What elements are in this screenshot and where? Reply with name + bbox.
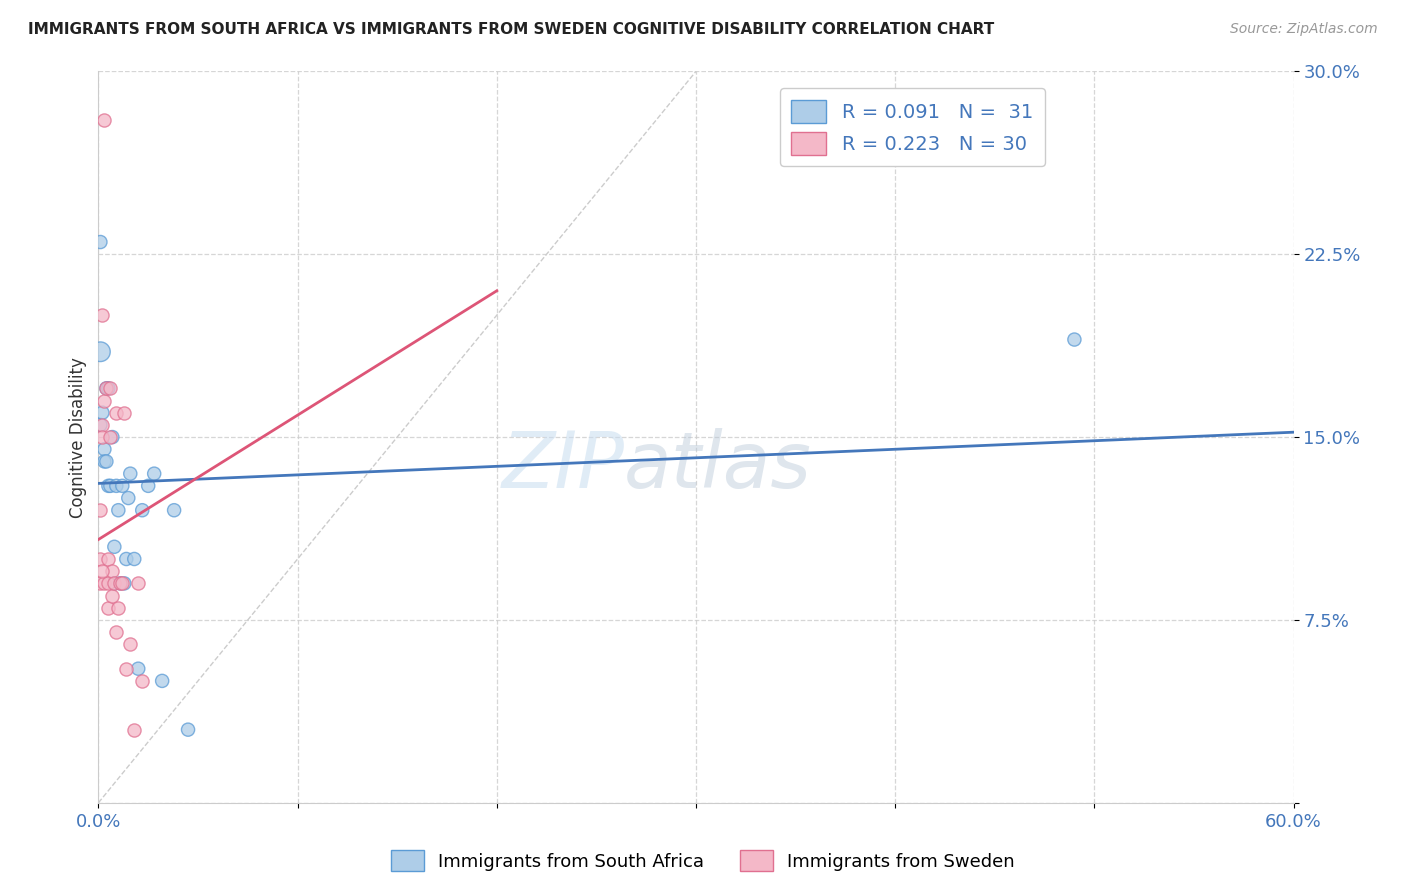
Point bbox=[131, 673, 153, 688]
Point bbox=[107, 503, 129, 517]
Point bbox=[136, 479, 159, 493]
Point bbox=[101, 564, 124, 578]
Point bbox=[93, 113, 115, 128]
Point bbox=[91, 308, 114, 322]
Point bbox=[103, 576, 125, 591]
Point bbox=[163, 503, 186, 517]
Y-axis label: Cognitive Disability: Cognitive Disability bbox=[69, 357, 87, 517]
Point bbox=[89, 417, 111, 432]
Point bbox=[115, 552, 138, 566]
Point bbox=[107, 600, 129, 615]
Point bbox=[110, 576, 132, 591]
Point bbox=[89, 344, 111, 359]
Point bbox=[89, 503, 111, 517]
Legend: Immigrants from South Africa, Immigrants from Sweden: Immigrants from South Africa, Immigrants… bbox=[384, 843, 1022, 879]
Legend: R = 0.091   N =  31, R = 0.223   N = 30: R = 0.091 N = 31, R = 0.223 N = 30 bbox=[780, 88, 1045, 167]
Point bbox=[143, 467, 166, 481]
Point bbox=[150, 673, 173, 688]
Point bbox=[96, 381, 118, 395]
Text: Source: ZipAtlas.com: Source: ZipAtlas.com bbox=[1230, 22, 1378, 37]
Point bbox=[101, 589, 124, 603]
Point bbox=[98, 430, 122, 444]
Point bbox=[112, 576, 135, 591]
Point bbox=[127, 576, 149, 591]
Point bbox=[124, 723, 146, 737]
Point bbox=[110, 576, 132, 591]
Text: IMMIGRANTS FROM SOUTH AFRICA VS IMMIGRANTS FROM SWEDEN COGNITIVE DISABILITY CORR: IMMIGRANTS FROM SOUTH AFRICA VS IMMIGRAN… bbox=[28, 22, 994, 37]
Point bbox=[98, 381, 122, 395]
Point bbox=[177, 723, 200, 737]
Point bbox=[91, 564, 114, 578]
Point bbox=[112, 406, 135, 420]
Point bbox=[111, 479, 134, 493]
Point bbox=[97, 552, 120, 566]
Text: ZIP: ZIP bbox=[502, 428, 624, 504]
Point bbox=[93, 454, 115, 468]
Point bbox=[98, 479, 122, 493]
Point bbox=[105, 406, 128, 420]
Point bbox=[103, 576, 125, 591]
Point bbox=[120, 467, 142, 481]
Point bbox=[101, 430, 124, 444]
Point bbox=[91, 417, 114, 432]
Text: atlas: atlas bbox=[624, 428, 813, 504]
Point bbox=[105, 625, 128, 640]
Point bbox=[97, 479, 120, 493]
Point bbox=[89, 235, 111, 249]
Point bbox=[93, 393, 115, 408]
Point bbox=[93, 576, 115, 591]
Point bbox=[117, 491, 139, 505]
Point bbox=[91, 406, 114, 420]
Point bbox=[111, 576, 134, 591]
Point bbox=[1063, 333, 1085, 347]
Point bbox=[97, 600, 120, 615]
Point bbox=[115, 662, 138, 676]
Point bbox=[89, 576, 111, 591]
Point bbox=[105, 479, 128, 493]
Point bbox=[97, 381, 120, 395]
Point bbox=[127, 662, 149, 676]
Point bbox=[120, 637, 142, 651]
Point bbox=[103, 540, 125, 554]
Point bbox=[91, 430, 114, 444]
Point bbox=[97, 576, 120, 591]
Point bbox=[96, 381, 118, 395]
Point bbox=[96, 454, 118, 468]
Point bbox=[89, 552, 111, 566]
Point bbox=[93, 442, 115, 457]
Point bbox=[131, 503, 153, 517]
Point bbox=[124, 552, 146, 566]
